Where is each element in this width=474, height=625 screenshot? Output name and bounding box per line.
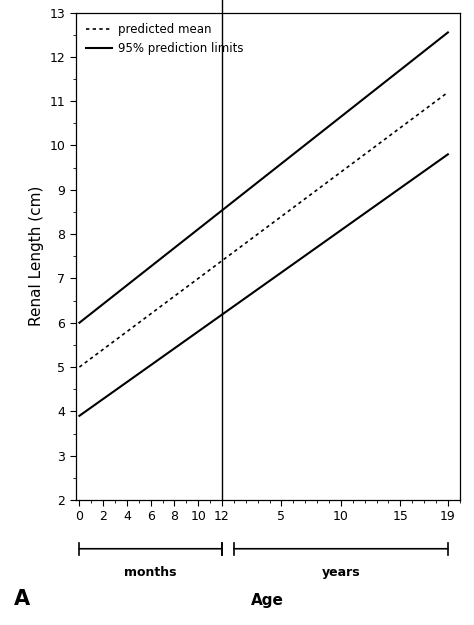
Text: A: A xyxy=(14,589,30,609)
Text: Age: Age xyxy=(251,592,284,608)
Text: years: years xyxy=(321,566,360,579)
Y-axis label: Renal Length (cm): Renal Length (cm) xyxy=(29,186,44,326)
Legend: predicted mean, 95% prediction limits: predicted mean, 95% prediction limits xyxy=(82,18,248,60)
Text: months: months xyxy=(125,566,177,579)
